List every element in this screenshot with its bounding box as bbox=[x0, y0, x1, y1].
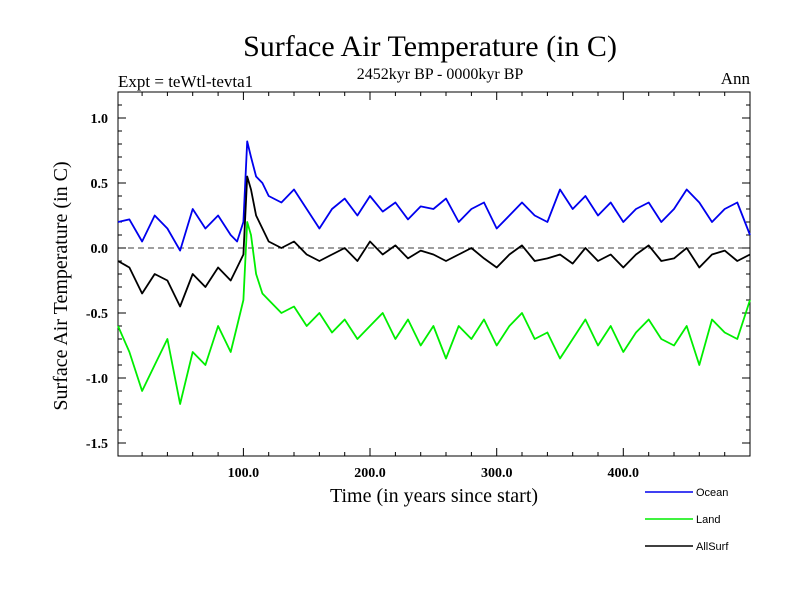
period-label: Ann bbox=[721, 69, 751, 88]
x-tick-label: 400.0 bbox=[608, 466, 640, 481]
legend-label-land: Land bbox=[696, 514, 720, 526]
series-line-land bbox=[117, 221, 751, 405]
chart-subtitle: 2452kyr BP - 0000kyr BP bbox=[357, 66, 524, 83]
x-tick-label: 300.0 bbox=[481, 466, 513, 481]
chart-title: Surface Air Temperature (in C) bbox=[243, 30, 617, 63]
y-axis-label: Surface Air Temperature (in C) bbox=[50, 161, 72, 410]
y-tick-label: -1.5 bbox=[86, 437, 108, 452]
series-line-ocean bbox=[117, 140, 751, 252]
y-tick-label: 0.0 bbox=[91, 242, 109, 257]
x-tick-label: 100.0 bbox=[228, 466, 260, 481]
y-tick-label: -1.0 bbox=[86, 372, 108, 387]
series-line-allsurf bbox=[117, 175, 751, 308]
x-tick-label: 200.0 bbox=[354, 466, 386, 481]
experiment-label: Expt = teWtl-tevta1 bbox=[118, 72, 253, 91]
x-axis-label: Time (in years since start) bbox=[330, 485, 538, 507]
legend-label-allsurf: AllSurf bbox=[696, 541, 729, 553]
y-tick-label: 1.0 bbox=[91, 112, 109, 127]
y-tick-label: -0.5 bbox=[86, 307, 108, 322]
y-tick-label: 0.5 bbox=[91, 177, 109, 192]
legend-label-ocean: Ocean bbox=[696, 487, 728, 499]
